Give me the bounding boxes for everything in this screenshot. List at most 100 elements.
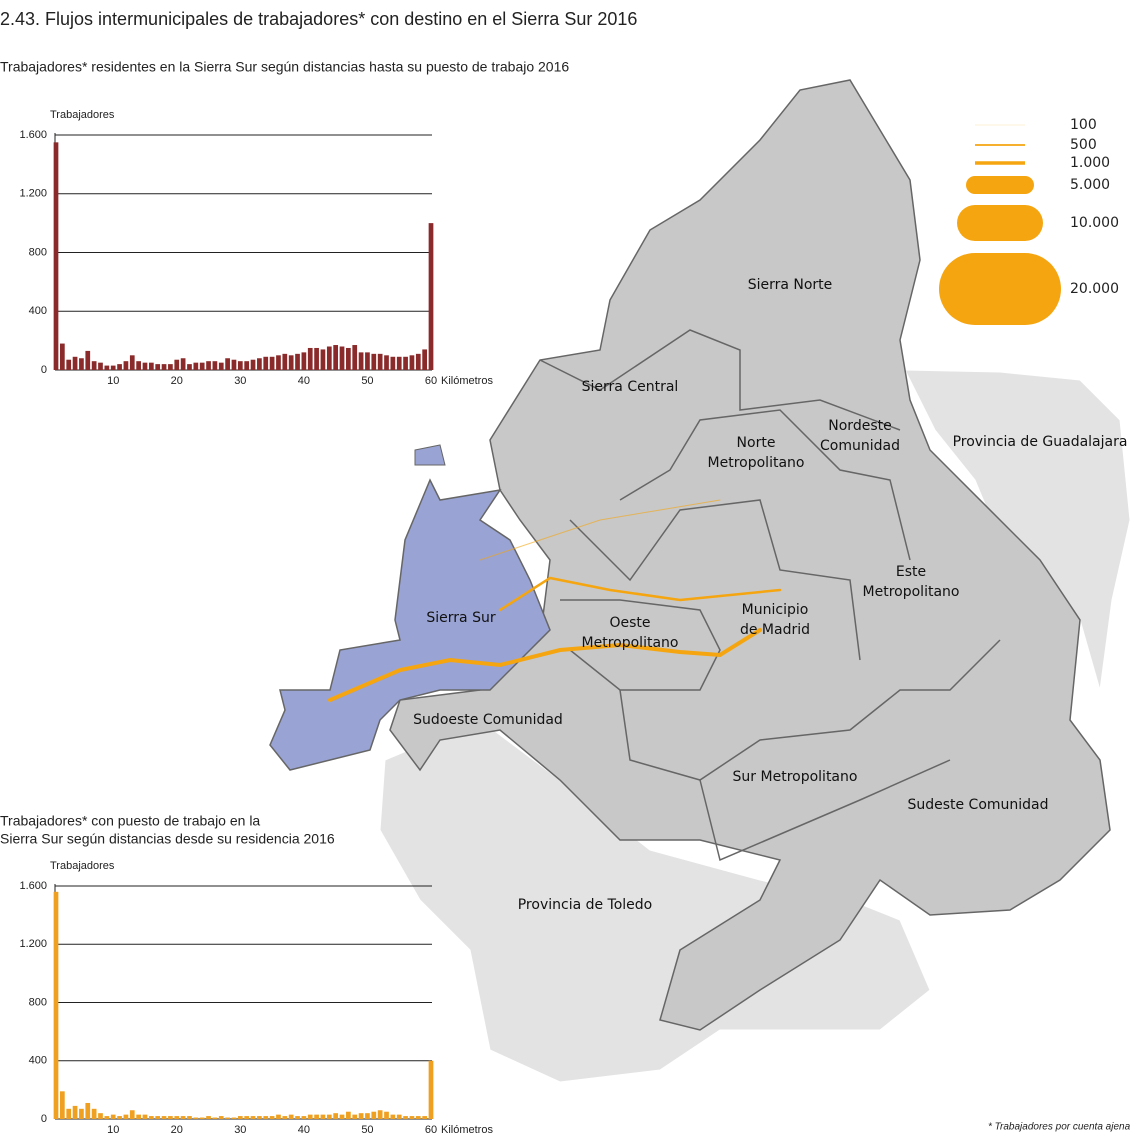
title: 2.43. Flujos intermunicipales de trabaja…	[0, 9, 637, 29]
x-tick-label: 40	[298, 375, 310, 387]
y-tick-label: 1.200	[19, 188, 47, 200]
bar	[85, 350, 91, 370]
bar	[301, 352, 307, 370]
region-label: Provincia de Toledo	[518, 897, 653, 913]
region-label: Sur Metropolitano	[733, 769, 858, 785]
bar	[244, 1116, 250, 1119]
bar	[155, 364, 161, 370]
region-label: Provincia de Guadalajara	[953, 434, 1128, 450]
bar	[326, 1114, 332, 1119]
bar	[428, 1060, 434, 1119]
region-label: Oeste	[609, 615, 650, 631]
x-tick-label: 20	[171, 375, 183, 387]
legend-swatch	[939, 253, 1061, 325]
bar	[428, 223, 434, 370]
bar	[180, 358, 186, 370]
bar	[206, 1116, 211, 1119]
bar	[231, 1117, 237, 1119]
bar	[174, 359, 180, 370]
bar	[187, 1116, 192, 1119]
bar	[98, 362, 103, 370]
bar	[225, 1117, 230, 1119]
bar	[237, 361, 243, 370]
legend-label: 10.000	[1070, 215, 1119, 231]
y-tick-label: 400	[29, 1055, 47, 1067]
region-label: Metropolitano	[708, 455, 805, 471]
x-tick-label: 50	[361, 1124, 373, 1135]
bar	[161, 1116, 167, 1119]
bar	[180, 1116, 186, 1119]
bar	[377, 353, 383, 370]
province-madrid	[389, 79, 1111, 1031]
bar	[282, 1116, 288, 1119]
bar	[212, 361, 218, 370]
bar	[231, 359, 237, 370]
bar	[422, 349, 428, 370]
bar	[117, 1116, 122, 1119]
region-label: Este	[896, 564, 926, 580]
y-tick-label: 800	[29, 996, 47, 1008]
legend-swatch	[957, 205, 1043, 241]
y-tick-label: 0	[41, 364, 47, 376]
bar	[346, 1111, 351, 1119]
bar	[371, 1111, 377, 1119]
x-tick-label: 60	[425, 1124, 437, 1135]
bar	[320, 1114, 326, 1119]
bar	[339, 1114, 345, 1119]
bar	[142, 362, 148, 370]
region-label: Comunidad	[820, 438, 900, 454]
bar	[288, 355, 294, 370]
region-label: de Madrid	[740, 622, 810, 638]
bar	[384, 1111, 389, 1119]
bar	[59, 343, 65, 370]
bar	[409, 355, 415, 370]
y-tick-label: 1.600	[19, 880, 47, 892]
chart-subtitle: Sierra Sur según distancias desde su res…	[0, 831, 335, 847]
x-tick-label: 10	[107, 375, 119, 387]
bar	[148, 1116, 154, 1119]
legend-label: 1.000	[1070, 155, 1110, 171]
chart-subtitle: Trabajadores* residentes en la Sierra Su…	[0, 59, 569, 75]
bar	[155, 1116, 161, 1119]
bar	[307, 347, 313, 370]
x-tick-label: 30	[234, 375, 246, 387]
bar	[384, 355, 389, 370]
bar	[250, 1116, 256, 1119]
bar	[244, 361, 250, 370]
bar	[161, 364, 167, 370]
bar	[136, 361, 141, 370]
legend-label: 5.000	[1070, 177, 1110, 193]
bar	[218, 362, 224, 370]
y-axis-label: Trabajadores	[50, 109, 115, 121]
bar	[193, 1117, 199, 1119]
bar	[129, 355, 135, 370]
region-label: Metropolitano	[863, 584, 960, 600]
bar	[365, 352, 370, 370]
bar	[396, 1114, 402, 1119]
x-tick-label: 40	[298, 1124, 310, 1135]
bar	[263, 356, 269, 370]
region-label: Municipio	[742, 602, 809, 618]
region-label: Norte	[737, 435, 776, 451]
x-tick-label: 20	[171, 1124, 183, 1135]
bar	[333, 345, 339, 370]
bar	[333, 1113, 339, 1119]
y-axis-label: Trabajadores	[50, 860, 115, 872]
bar	[358, 1113, 364, 1119]
bar	[53, 891, 59, 1119]
bar	[288, 1114, 294, 1119]
bar	[269, 356, 275, 370]
x-axis-label: Kilómetros	[441, 1124, 493, 1135]
bar	[91, 361, 97, 370]
bar	[250, 359, 256, 370]
y-tick-label: 1.200	[19, 938, 47, 950]
bar	[79, 358, 84, 370]
legend-label: 100	[1070, 117, 1097, 133]
bar	[352, 345, 358, 370]
bar	[237, 1116, 243, 1119]
bar	[168, 1116, 173, 1119]
region-label: Sudoeste Comunidad	[413, 712, 563, 728]
sierra-sur-islet	[414, 444, 446, 466]
bar	[193, 362, 199, 370]
bar	[110, 365, 116, 370]
